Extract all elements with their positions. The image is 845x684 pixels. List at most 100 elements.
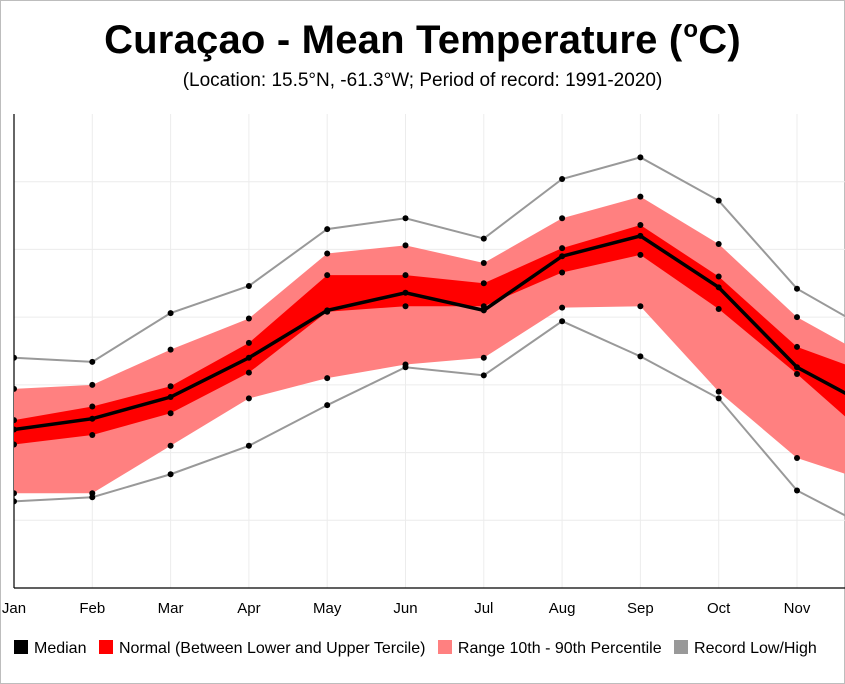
x-tick-label: Feb	[79, 600, 105, 617]
point-median	[715, 284, 722, 291]
point-record_low	[14, 498, 17, 505]
line-record-high	[14, 156, 845, 363]
point-p90	[245, 315, 252, 322]
point-record_low	[480, 372, 487, 379]
point-p10	[559, 304, 566, 311]
point-p10	[715, 388, 722, 395]
point-p90	[167, 346, 174, 353]
legend-label-record: Record Low/High	[694, 640, 817, 657]
legend-item-record: Record Low/High	[674, 640, 817, 658]
point-record_high	[167, 310, 174, 317]
line-median	[14, 233, 845, 432]
point-upper_tercile	[637, 222, 644, 229]
chart-subtitle: (Location: 15.5°N, -61.3°W; Period of re…	[182, 70, 663, 91]
point-median	[167, 394, 174, 401]
point-upper_tercile	[167, 383, 174, 390]
legend-swatch-median	[14, 640, 28, 654]
point-p90	[14, 385, 17, 392]
legend-label-range: Range 10th - 90th Percentile	[457, 640, 662, 657]
point-p10	[245, 395, 252, 402]
point-lower_tercile	[167, 410, 174, 417]
point-upper_tercile	[715, 273, 722, 280]
x-tick-label: Sep	[627, 600, 654, 617]
point-median	[402, 289, 409, 296]
point-p90	[559, 215, 566, 222]
chart-title-text: Curaçao - Mean Temperature (	[104, 18, 683, 62]
point-record_low	[245, 442, 252, 449]
x-tick-label: Apr	[237, 600, 260, 617]
point-upper_tercile	[245, 339, 252, 346]
point-lower_tercile	[794, 371, 800, 378]
x-tick-label: Oct	[707, 600, 731, 617]
point-median	[637, 232, 644, 239]
legend-item-normal: Normal (Between Lower and Upper Tercile)	[98, 640, 426, 658]
point-record_low	[559, 318, 566, 325]
point-record_high	[14, 354, 17, 361]
point-median	[14, 426, 17, 433]
point-upper_tercile	[480, 280, 487, 287]
x-tick-label: May	[313, 600, 342, 617]
point-upper_tercile	[402, 272, 409, 279]
point-lower_tercile	[245, 369, 252, 376]
point-record_low	[794, 487, 800, 494]
point-lower_tercile	[89, 431, 96, 438]
point-lower_tercile	[480, 303, 487, 310]
legend-item-median: Median	[14, 640, 86, 658]
point-median	[794, 364, 800, 371]
legend-label-normal: Normal (Between Lower and Upper Tercile)	[118, 640, 426, 657]
point-p10	[480, 354, 487, 361]
legend-item-range: Range 10th - 90th Percentile	[437, 640, 662, 658]
chart-title-degree: o	[683, 16, 699, 43]
point-record_high	[559, 176, 566, 183]
point-p10	[14, 490, 17, 497]
point-lower_tercile	[637, 251, 644, 258]
x-tick-label: Mar	[158, 600, 184, 617]
point-record_high	[794, 285, 800, 292]
x-tick-label: Nov	[784, 600, 811, 617]
point-lower_tercile	[559, 269, 566, 276]
point-upper_tercile	[324, 272, 331, 279]
point-p10	[324, 375, 331, 382]
point-record_high	[715, 197, 722, 204]
legend-label-median: Median	[34, 640, 87, 657]
point-p10	[167, 442, 174, 449]
point-p10	[637, 303, 644, 310]
x-tick-label: Jan	[2, 600, 26, 617]
band-range-10-90	[14, 196, 845, 494]
point-record_low	[324, 402, 331, 409]
point-lower_tercile	[324, 308, 331, 315]
x-tick-label: Jun	[393, 600, 417, 617]
legend-swatch-record	[674, 640, 689, 654]
plot-area	[14, 154, 845, 517]
point-upper_tercile	[14, 417, 17, 424]
point-record_high	[480, 235, 487, 242]
legend-swatch-range	[437, 640, 452, 654]
x-tick-label: Aug	[549, 600, 576, 617]
point-record_high	[324, 226, 331, 233]
point-p90	[89, 381, 96, 388]
point-p90	[794, 314, 800, 321]
point-median	[559, 253, 566, 260]
point-median	[245, 354, 252, 361]
point-p90	[324, 250, 331, 257]
legend-swatch-normal	[98, 640, 113, 654]
point-record_high	[637, 154, 644, 161]
point-p90	[402, 242, 409, 249]
point-record_low	[637, 353, 644, 360]
point-record_low	[715, 395, 722, 402]
band-normal-tercile	[14, 225, 845, 445]
point-record_low	[89, 494, 96, 501]
x-tick-label: Jul	[474, 600, 493, 617]
point-p90	[715, 241, 722, 248]
line-record-low	[14, 320, 845, 517]
point-p90	[637, 193, 644, 200]
point-record_high	[89, 358, 96, 365]
point-p90	[480, 259, 487, 266]
point-upper_tercile	[794, 343, 800, 350]
chart-title-unit: C)	[698, 18, 741, 62]
point-lower_tercile	[402, 303, 409, 310]
point-lower_tercile	[715, 306, 722, 313]
point-record_high	[245, 282, 252, 289]
point-record_low	[167, 471, 174, 478]
